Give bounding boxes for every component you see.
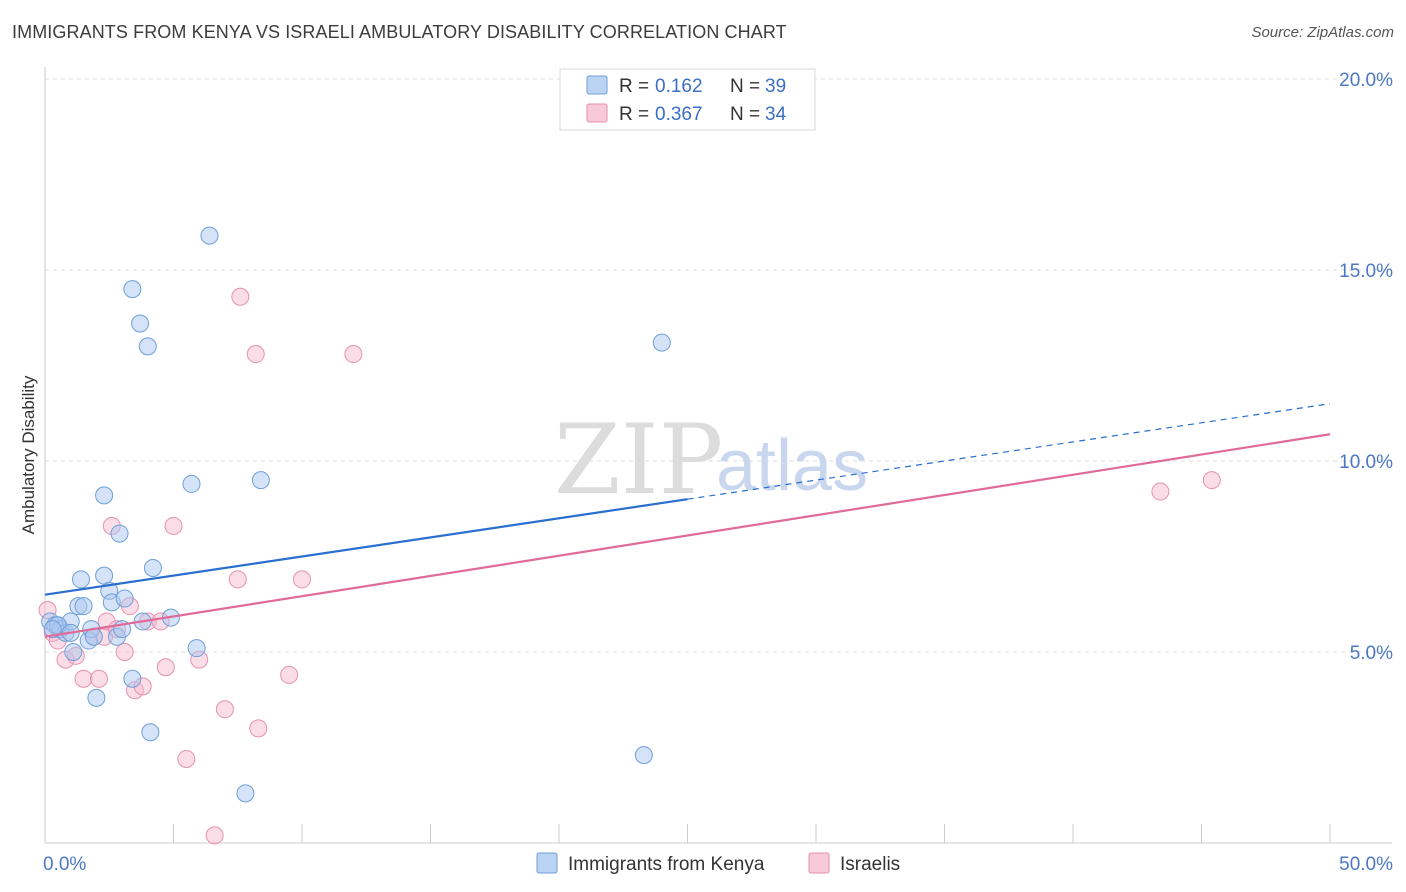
israelis-point-22 [205, 826, 224, 845]
kenya-point-26 [141, 723, 160, 742]
israelis-point-30 [344, 345, 363, 364]
israelis-points [38, 287, 1221, 845]
legend-r-value-kenya: 0.162 [655, 76, 703, 97]
israelis-point-27 [249, 719, 268, 738]
grid-lines [45, 78, 1392, 653]
legend-n-value-kenya: 39 [765, 76, 786, 97]
legend-r-label-israelis: R = [619, 104, 649, 125]
israelis-point-18 [156, 658, 175, 677]
chart-title: IMMIGRANTS FROM KENYA VS ISRAELI AMBULAT… [12, 22, 787, 42]
y-tick-label-1: 10.0% [1339, 452, 1393, 473]
kenya-point-32 [236, 784, 255, 803]
x-tick-label-1: 50.0% [1339, 854, 1393, 875]
israelis-point-20 [177, 749, 196, 768]
y-tick-label-3: 20.0% [1339, 70, 1393, 91]
kenya-point-33 [251, 471, 270, 490]
kenya-point-29 [182, 474, 201, 493]
kenya-point-27 [143, 558, 162, 577]
bottom-legend-swatch-israelis [808, 852, 830, 874]
bottom-legend-label-israelis: Israelis [840, 854, 900, 875]
kenya-point-25 [138, 337, 157, 356]
y-axis-label: Ambulatory Disability [19, 375, 38, 534]
axes [44, 67, 1392, 844]
legend-r-value-israelis: 0.367 [655, 104, 703, 125]
kenya-point-30 [187, 639, 206, 658]
kenya-trend-line [44, 498, 688, 596]
israelis-point-7 [89, 669, 108, 688]
kenya-point-38 [43, 620, 62, 639]
kenya-points [41, 226, 671, 803]
kenya-point-5 [64, 643, 83, 661]
legend-swatch-kenya [586, 75, 608, 95]
israelis-point-19 [164, 516, 183, 535]
israelis-point-29 [293, 570, 311, 589]
kenya-point-23 [131, 314, 150, 333]
israelis-point-28 [280, 665, 299, 684]
y-tick-label-2: 15.0% [1339, 261, 1393, 282]
watermark-atlas: atlas [716, 426, 868, 506]
kenya-point-7 [71, 570, 90, 589]
kenya-point-12 [87, 688, 106, 707]
bottom-legend-swatch-kenya [536, 852, 558, 874]
israelis-point-25 [231, 287, 250, 306]
correlation-legend: R = 0.162 N = 39 R = 0.367 N = 34 [559, 68, 816, 131]
series-legend: Immigrants from Kenya Israelis [536, 852, 900, 875]
kenya-point-22 [123, 669, 142, 688]
watermark: ZIP atlas [554, 404, 868, 516]
legend-r-label-kenya: R = [619, 76, 649, 97]
kenya-point-13 [95, 566, 114, 585]
israelis-point-32 [1202, 471, 1221, 490]
legend-swatch-israelis [586, 103, 608, 123]
source-label: Source: ZipAtlas.com [1251, 24, 1394, 41]
kenya-point-18 [110, 524, 129, 543]
watermark-zip: ZIP [554, 404, 723, 516]
legend-n-label-israelis: N = [730, 104, 760, 125]
kenya-trend-extension [687, 403, 1331, 500]
kenya-point-20 [115, 589, 134, 608]
kenya-point-31 [200, 226, 219, 245]
israelis-point-24 [228, 570, 247, 589]
israelis-point-31 [1151, 482, 1170, 501]
y-tick-label-0: 5.0% [1350, 643, 1393, 664]
kenya-point-8 [74, 597, 93, 616]
legend-n-value-israelis: 34 [765, 104, 787, 125]
kenya-point-14 [95, 486, 114, 505]
israelis-trend-line [44, 433, 1331, 638]
kenya-point-34 [652, 333, 671, 352]
x-tick-labels: 0.0% 50.0% [43, 854, 1393, 875]
israelis-point-12 [115, 643, 134, 661]
bottom-legend-label-kenya: Immigrants from Kenya [568, 854, 765, 875]
trend-lines [44, 403, 1331, 638]
kenya-point-21 [123, 280, 142, 299]
israelis-point-26 [246, 345, 265, 364]
x-tick-label-0: 0.0% [43, 854, 86, 875]
legend-n-label-kenya: N = [730, 76, 760, 97]
israelis-point-5 [74, 669, 93, 688]
israelis-point-23 [215, 700, 234, 719]
kenya-point-35 [634, 746, 653, 765]
y-tick-labels: 5.0% 10.0% 15.0% 20.0% [1339, 70, 1393, 664]
